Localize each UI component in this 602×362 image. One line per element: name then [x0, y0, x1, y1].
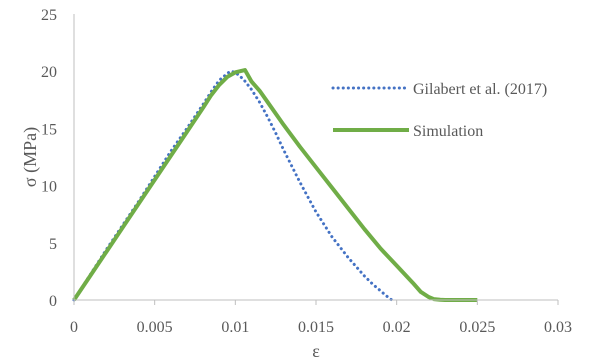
x-tick-label: 0.015	[298, 319, 334, 336]
x-ticks: 0 0.005 0.01 0.015 0.02 0.025 0.03	[70, 300, 572, 336]
legend: Gilabert et al. (2017) Simulation	[331, 81, 547, 140]
x-axis-title: ε	[312, 341, 320, 361]
y-tick-label: 25	[41, 7, 57, 24]
y-tick-label: 15	[41, 121, 57, 138]
y-ticks: 0 5 10 15 20 25	[41, 7, 57, 310]
x-tick-label: 0	[70, 319, 78, 336]
legend-label-simulation: Simulation	[413, 123, 483, 140]
x-tick-label: 0.005	[137, 319, 173, 336]
x-tick-label: 0.03	[544, 319, 572, 336]
x-tick-label: 0.01	[221, 319, 249, 336]
plot-lines	[72, 68, 478, 302]
x-tick-label: 0.02	[383, 319, 411, 336]
x-tick-label: 0.025	[459, 319, 495, 336]
y-tick-label: 0	[49, 293, 57, 310]
y-axis-title: σ (MPa)	[20, 127, 41, 187]
series-line-gilabert	[72, 69, 394, 302]
legend-label-gilabert: Gilabert et al. (2017)	[413, 81, 547, 98]
y-tick-label: 5	[49, 236, 57, 253]
y-tick-label: 10	[41, 179, 57, 196]
series-line-simulation	[72, 68, 478, 302]
y-tick-label: 20	[41, 64, 57, 81]
